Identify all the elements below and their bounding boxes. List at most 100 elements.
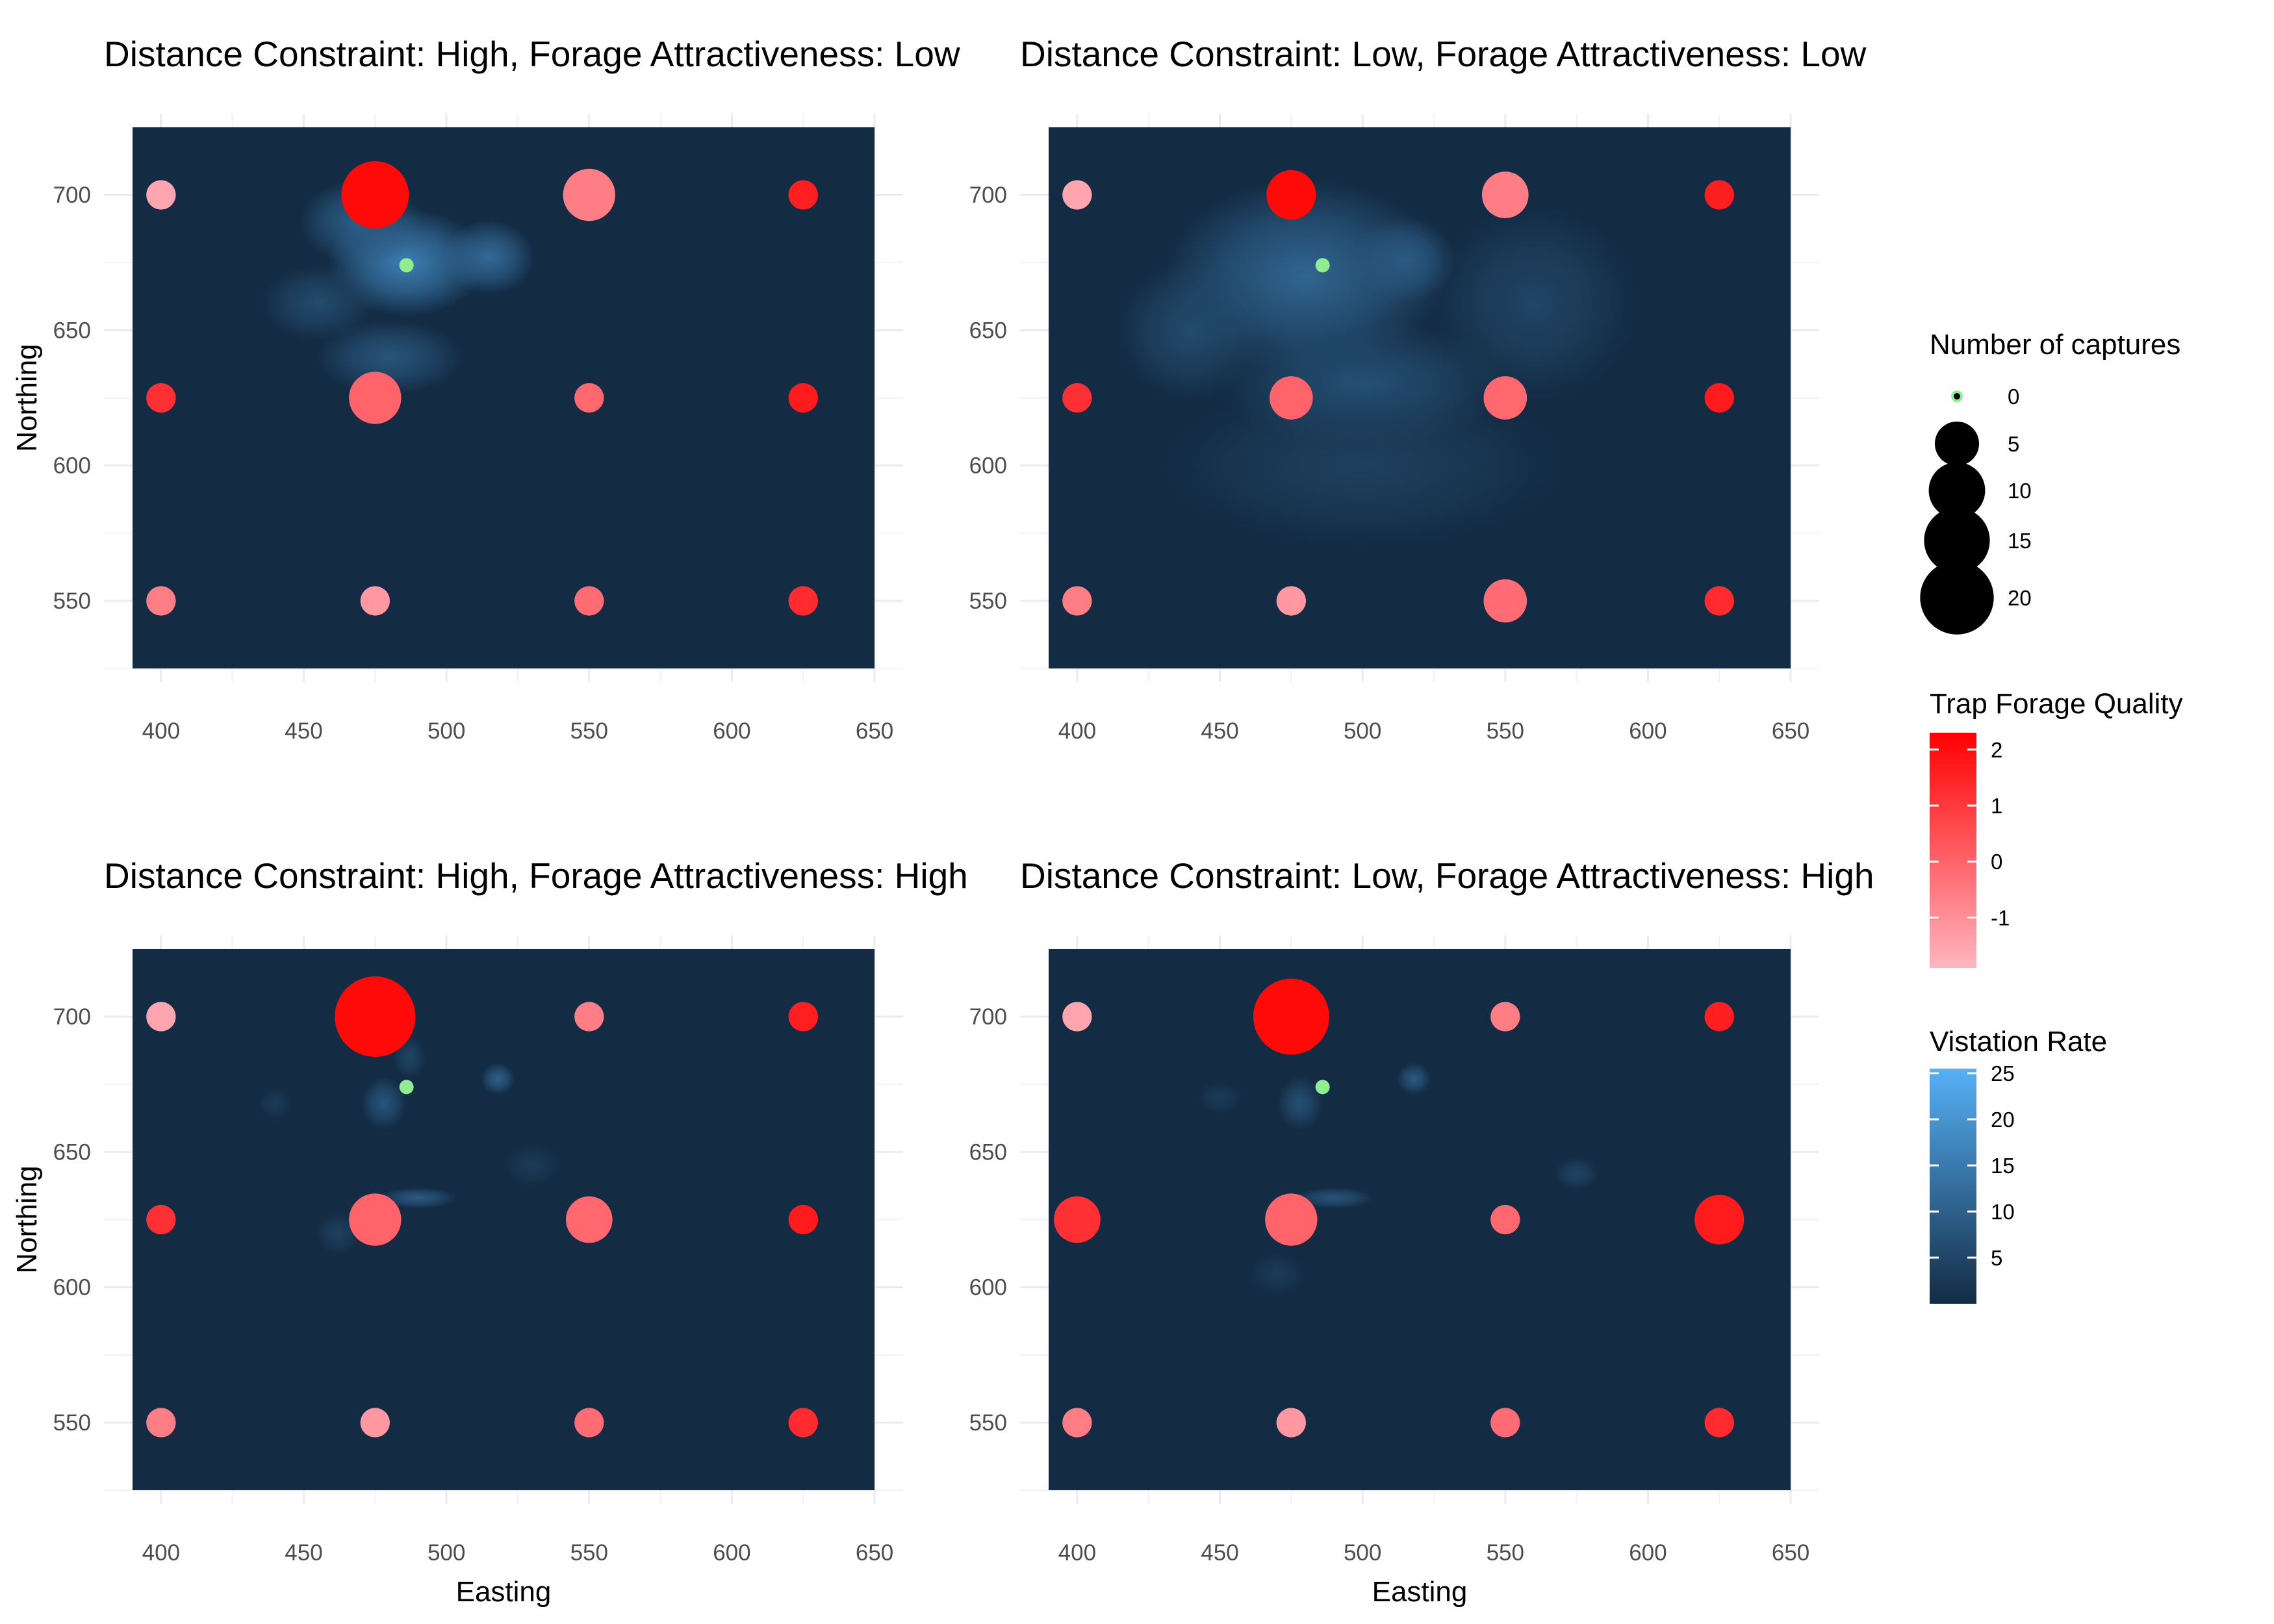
- legend-key-point: [1920, 561, 1994, 635]
- visitation-raster: [132, 948, 875, 1491]
- trap-point: [146, 1204, 176, 1235]
- trap-point: [349, 1193, 402, 1246]
- trap-point: [1253, 978, 1329, 1055]
- y-tick-label: 700: [969, 183, 1007, 208]
- trap-point: [1062, 1408, 1092, 1438]
- visitation-hotspot: [1431, 205, 1637, 401]
- visitation-raster: [1048, 127, 1791, 669]
- trap-point: [360, 1408, 390, 1438]
- x-tick-label: 500: [1344, 718, 1381, 744]
- x-tick-label: 650: [856, 718, 893, 744]
- start-point: [1315, 258, 1330, 273]
- x-tick-label: 400: [1058, 1540, 1096, 1566]
- y-tick-label: 700: [53, 1004, 91, 1030]
- legend-label: 0: [1991, 850, 2002, 874]
- raster-background: [132, 127, 875, 669]
- start-point: [399, 1080, 414, 1095]
- legend-captures: Number of captures 0 5 10 15 20: [1920, 329, 2180, 635]
- legend-label: 5: [2008, 432, 2019, 456]
- trap-point: [146, 180, 176, 210]
- visitation-hotspot: [1162, 384, 1563, 547]
- trap-point: [788, 180, 818, 210]
- y-tick-label: 600: [53, 1275, 91, 1300]
- y-tick-label: 550: [53, 589, 91, 614]
- trap-point: [1483, 579, 1527, 623]
- legend-key-point: [1924, 507, 1990, 574]
- trap-point: [574, 1002, 604, 1032]
- trap-point: [1483, 376, 1527, 420]
- trap-point: [146, 1408, 176, 1438]
- trap-point: [1694, 1195, 1744, 1245]
- trap-point: [1704, 1002, 1734, 1032]
- trap-point: [1704, 383, 1734, 413]
- legend-label: 20: [2008, 586, 2032, 610]
- trap-point: [1276, 1408, 1306, 1438]
- y-tick-label: 700: [53, 183, 91, 208]
- visitation-hotspot: [261, 265, 376, 341]
- legend-title: Trap Forage Quality: [1930, 688, 2183, 720]
- colorbar: [1930, 1069, 1976, 1304]
- visitation-hotspot: [315, 319, 464, 396]
- y-tick-label: 650: [969, 318, 1007, 343]
- visitation-hotspot: [1197, 1082, 1243, 1114]
- legend-label: 25: [1991, 1061, 2015, 1085]
- visitation-hotspot: [258, 1087, 292, 1120]
- facet-panel-1: Distance Constraint: High, Forage Attrac…: [11, 34, 960, 744]
- y-tick-label: 650: [53, 1139, 91, 1165]
- x-tick-label: 550: [1487, 1540, 1524, 1566]
- raster-background: [132, 948, 875, 1491]
- trap-point: [1490, 1204, 1520, 1235]
- x-tick-label: 550: [570, 718, 608, 744]
- y-tick-label: 550: [969, 589, 1007, 614]
- trap-point: [1266, 170, 1316, 220]
- x-tick-label: 600: [713, 1540, 750, 1566]
- y-tick-label: 600: [969, 453, 1007, 479]
- trap-point: [349, 372, 402, 424]
- trap-point: [1490, 1002, 1520, 1032]
- trap-point: [1054, 1196, 1101, 1243]
- trap-point: [360, 586, 390, 616]
- trap-point: [565, 1196, 613, 1243]
- x-tick-label: 650: [856, 1540, 893, 1566]
- visitation-raster: [1048, 948, 1791, 1491]
- facet-panel-4: Distance Constraint: Low, Forage Attract…: [969, 856, 1874, 1608]
- trap-point: [1265, 1193, 1318, 1246]
- trap-point: [146, 383, 176, 413]
- y-tick-label: 650: [969, 1139, 1007, 1165]
- panel-title: Distance Constraint: Low, Forage Attract…: [1020, 856, 1874, 896]
- y-tick-label: 600: [969, 1275, 1007, 1300]
- legend-label: 10: [1991, 1200, 2015, 1224]
- y-axis-label: Northing: [11, 1165, 43, 1273]
- legend-label: -1: [1991, 906, 2010, 930]
- visitation-hotspot: [1277, 1076, 1323, 1131]
- visitation-hotspot: [1117, 260, 1266, 401]
- legend-label: 10: [2008, 479, 2032, 503]
- trap-point: [788, 1204, 818, 1235]
- x-tick-label: 500: [428, 1540, 465, 1566]
- legend-key-point: [1934, 421, 1980, 466]
- visitation-hotspot: [480, 1062, 515, 1095]
- trap-point: [1704, 180, 1734, 210]
- trap-point: [574, 1408, 604, 1438]
- x-tick-label: 400: [142, 1540, 180, 1566]
- trap-point: [788, 586, 818, 616]
- visitation-hotspot: [1553, 1157, 1600, 1190]
- trap-point: [563, 168, 615, 222]
- visitation-hotspot: [1294, 1187, 1374, 1209]
- x-tick-label: 400: [142, 718, 180, 744]
- legend-key-point: [1954, 393, 1960, 400]
- trap-point: [788, 1408, 818, 1438]
- legend-visitation-rate: Vistation Rate 25 20 15 10 5: [1930, 1026, 2107, 1304]
- legend-key-point: [1928, 462, 1986, 519]
- trap-point: [1062, 1002, 1092, 1032]
- visitation-hotspot: [1396, 1062, 1431, 1095]
- x-tick-label: 450: [1201, 1540, 1238, 1566]
- x-tick-label: 500: [428, 718, 465, 744]
- trap-point: [335, 976, 416, 1057]
- x-tick-label: 600: [1629, 1540, 1667, 1566]
- x-tick-label: 600: [1629, 718, 1667, 744]
- trap-point: [574, 586, 604, 616]
- trap-point: [146, 586, 176, 616]
- x-tick-label: 500: [1344, 1540, 1381, 1566]
